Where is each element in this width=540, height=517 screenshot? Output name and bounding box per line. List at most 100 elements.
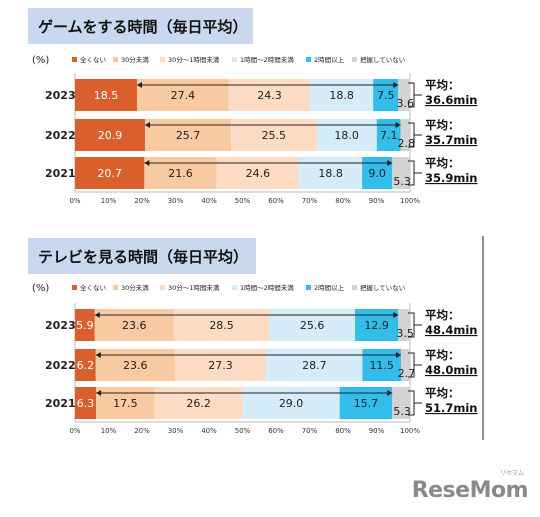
legend-label-5: 把握していない [360,55,405,64]
bar-segment [316,119,377,151]
average-range-arrow-left [136,82,142,88]
legend-label-0: 全くない [80,283,106,292]
average-value: 35.9min [425,171,478,185]
x-tick-label: 100% [400,197,420,205]
x-tick-label: 40% [201,197,217,205]
legend-label-5: 把握していない [360,283,405,292]
data-label: 20.9 [98,129,123,142]
legend-swatch-0 [72,285,77,290]
data-label: 3.6 [397,97,415,110]
legend-label-3: 1時間～2時間未満 [240,55,294,64]
bar-segment [136,79,229,111]
unit-label: (%) [32,55,49,66]
average-range-arrow-right [395,122,401,128]
legend-swatch-2 [160,57,165,62]
legend-label-0: 全くない [80,55,106,64]
bar-segment [216,157,300,189]
bar-segment [355,309,399,341]
bar-segment [398,79,411,111]
data-label: 5.3 [393,175,411,188]
data-label: 21.6 [168,167,193,180]
x-tick-label: 70% [302,197,318,205]
legend-swatch-1 [113,57,118,62]
legend-swatch-1 [113,285,118,290]
x-tick-label: 70% [302,427,318,435]
data-label: 27.3 [208,359,233,372]
bar-segment [75,349,96,381]
legend-label-3: 1時間～2時間未満 [240,283,294,292]
category-label: 2022 [45,129,76,142]
data-label: 2.7 [398,367,416,380]
category-label: 2021 [45,397,76,410]
legend-swatch-5 [352,285,357,290]
data-label: 7.1 [380,129,398,142]
x-tick-label: 0% [69,197,80,205]
bar-segment [228,79,311,111]
logo-ruby: リセマム [499,470,524,477]
x-tick-label: 80% [335,197,351,205]
data-label: 3.5 [396,327,414,340]
data-label: 2.8 [398,137,416,150]
average-label: 平均： [425,348,460,362]
average-range-arrow-left [96,390,102,396]
average-label: 平均： [425,78,460,92]
data-label: 12.9 [364,319,389,332]
bar-segment [174,349,267,381]
average-value: 35.7min [425,133,478,147]
data-label: 18.5 [94,89,119,102]
category-label: 2021 [45,167,76,180]
legend-swatch-3 [232,285,237,290]
bar-segment [376,119,401,151]
data-label: 26.2 [186,397,211,410]
x-tick-label: 0% [69,427,80,435]
chart-title-tv: テレビを見る時間（毎日平均） [28,238,256,274]
average-range-arrow-left [144,160,150,166]
category-label: 2022 [45,359,76,372]
bar-segment [145,119,232,151]
bar-segment [362,157,393,189]
category-label: 2023 [45,89,76,102]
x-tick-label: 30% [168,197,184,205]
average-label: 平均： [425,386,460,400]
category-label: 2023 [45,319,76,332]
bar-segment [75,309,95,341]
data-label: 25.6 [300,319,325,332]
average-label: 平均： [425,156,460,170]
data-label: 25.5 [262,129,287,142]
average-value: 48.0min [425,363,478,377]
data-label: 11.5 [369,359,394,372]
data-label: 9.0 [368,167,386,180]
legend-label-1: 30分未満 [121,55,149,64]
bar-segment [75,119,146,151]
data-label: 5.3 [393,405,411,418]
bar-segment [400,349,410,381]
bar-segment [339,387,393,419]
average-range-arrow-left [95,352,101,358]
average-range-arrow-left [94,312,100,318]
x-tick-label: 60% [268,197,284,205]
bar-segment [75,387,97,419]
bar-segment [398,309,410,341]
legend-swatch-3 [232,57,237,62]
x-tick-label: 60% [268,427,284,435]
average-range-arrow-right [387,390,393,396]
bar-segment [362,349,401,381]
data-label: 23.6 [123,359,148,372]
bar-segment [96,387,155,419]
bar-segment [75,157,145,189]
x-tick-label: 90% [369,427,385,435]
x-tick-label: 20% [134,197,150,205]
bar-segment [400,119,410,151]
average-range-arrow-left [145,122,151,128]
bar-segment [231,119,317,151]
legend-swatch-4 [306,57,311,62]
x-tick-label: 20% [134,427,150,435]
data-label: 6.3 [77,397,95,410]
data-label: 24.6 [246,167,271,180]
legend-label-2: 30分～1時間未満 [168,55,220,64]
legend-label-4: 2時間以上 [314,55,345,64]
average-value: 36.6min [425,93,478,107]
data-label: 18.8 [318,167,343,180]
x-tick-label: 100% [400,427,420,435]
